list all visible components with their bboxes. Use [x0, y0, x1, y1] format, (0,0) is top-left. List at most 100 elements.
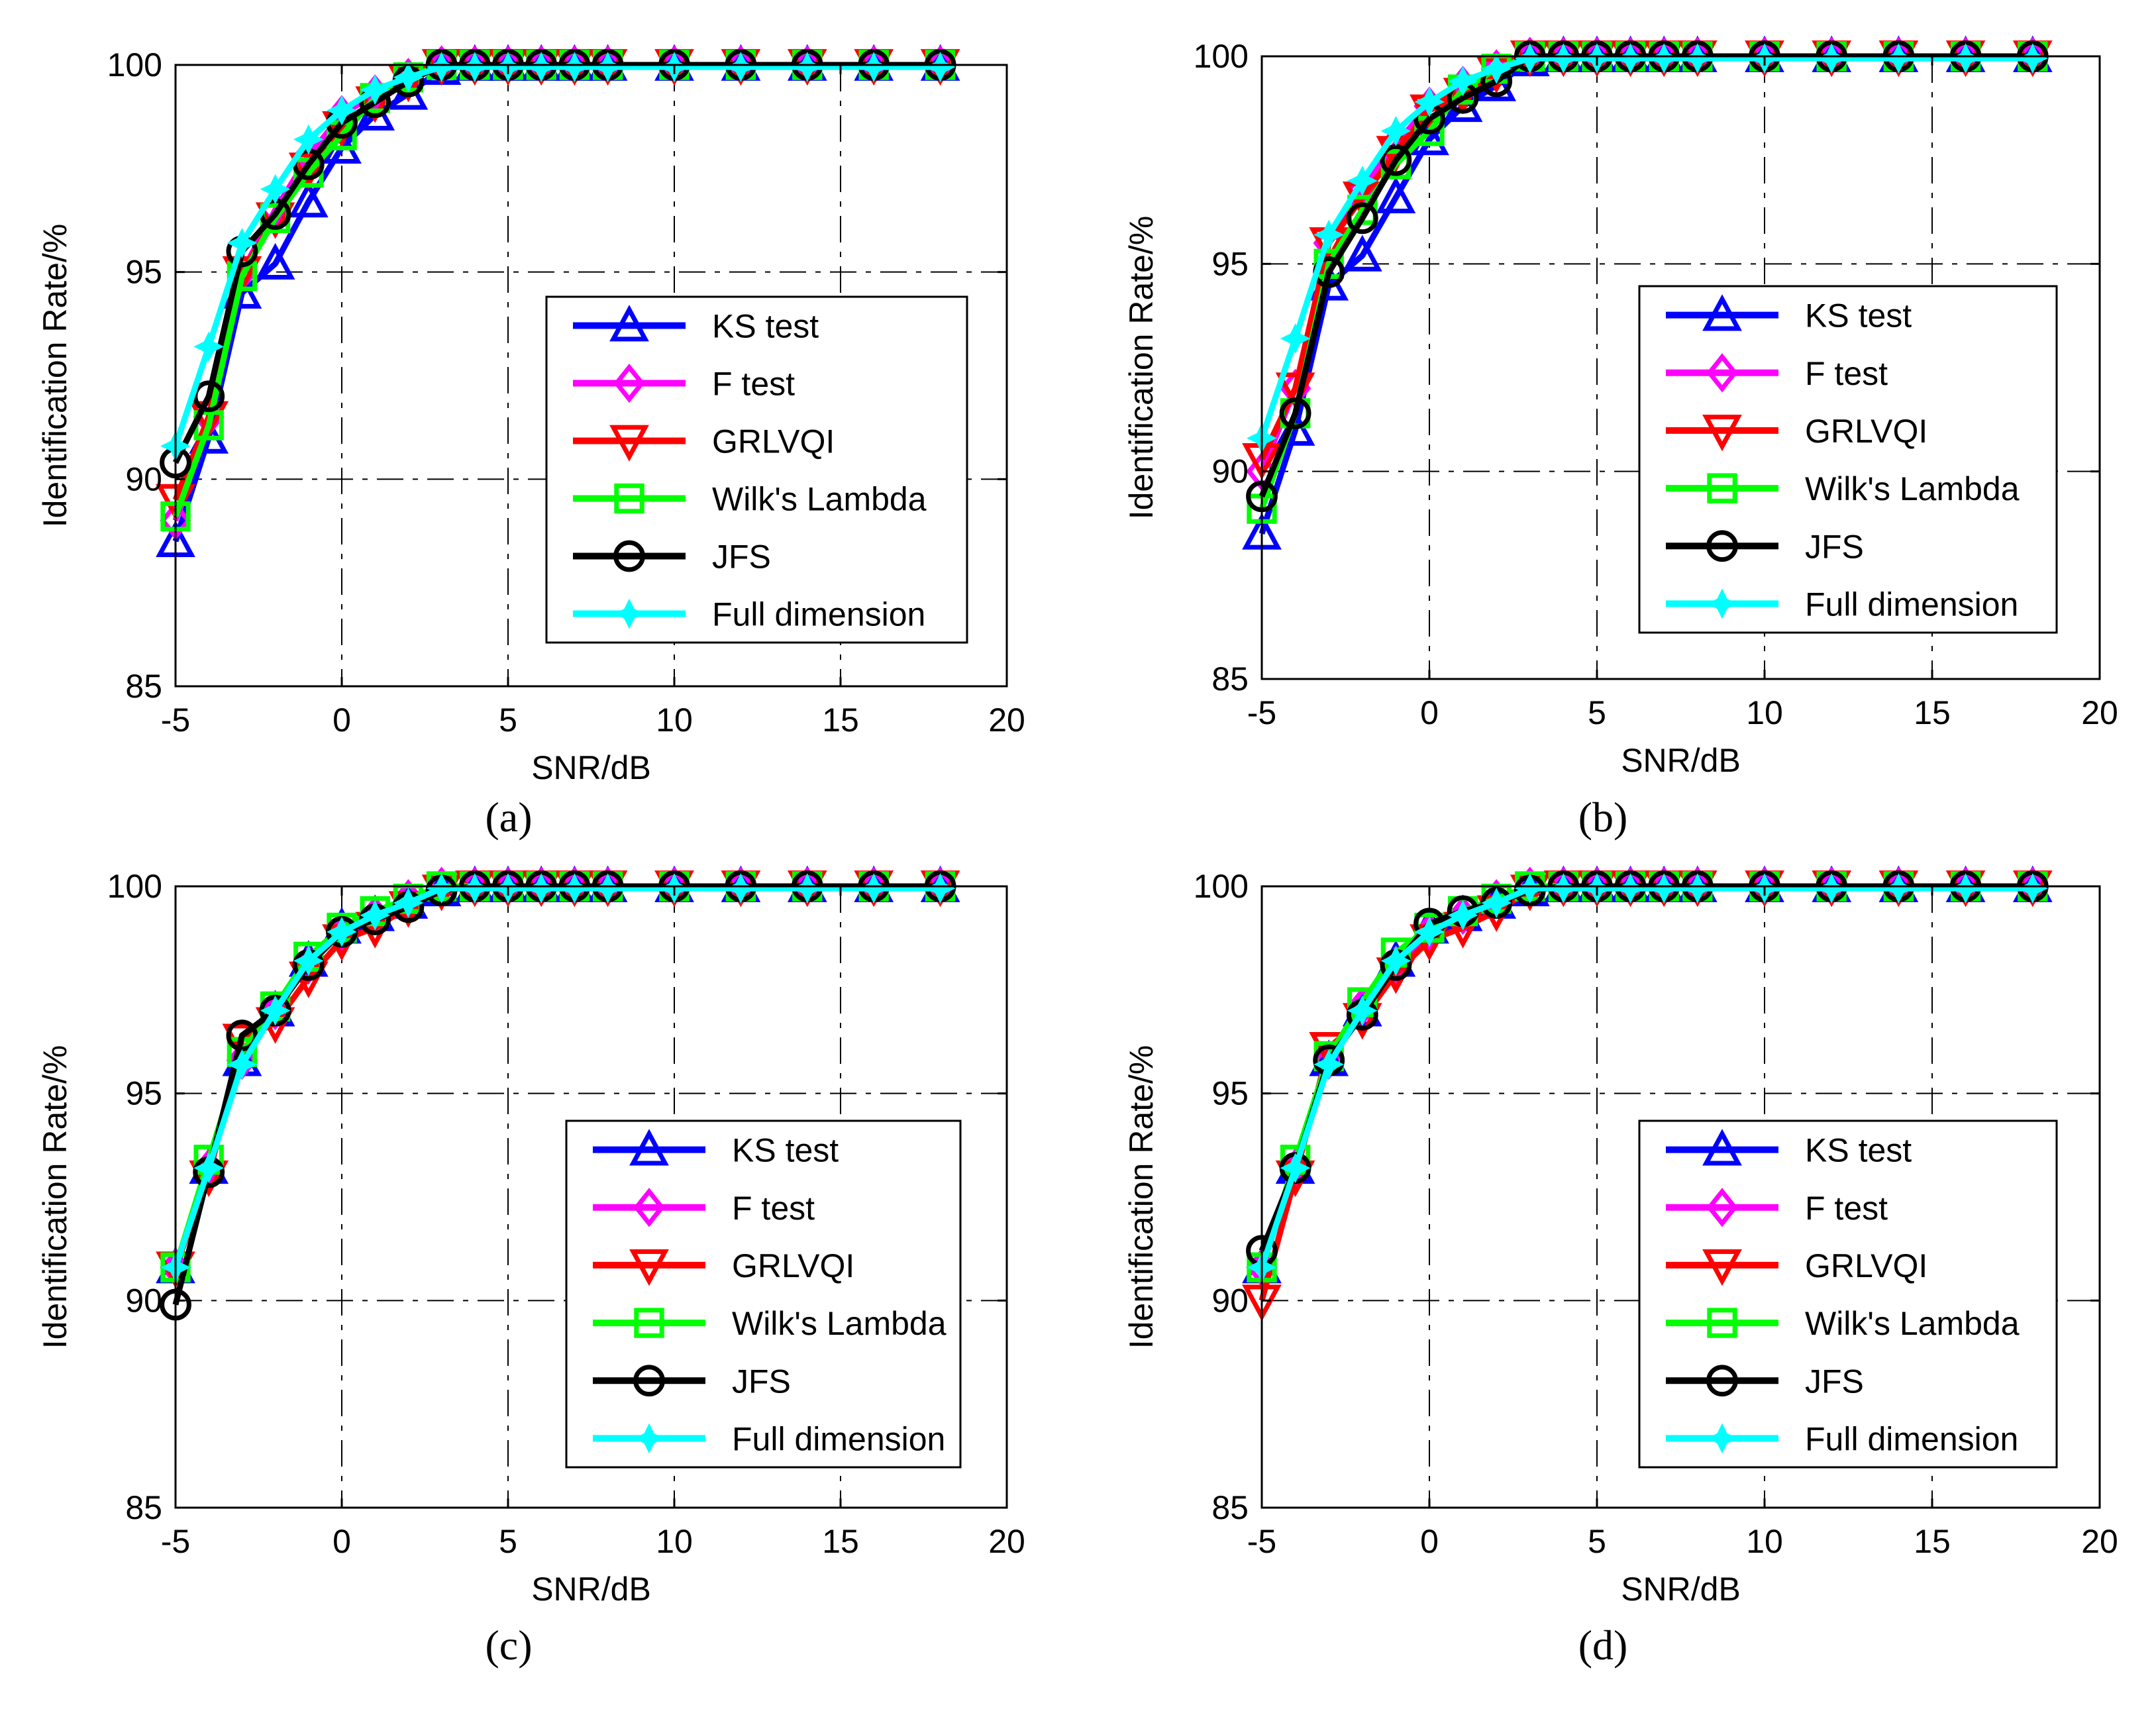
legend-marker — [614, 598, 644, 629]
y-tick-label: 100 — [107, 46, 162, 83]
data-point — [293, 124, 324, 155]
data-point — [193, 331, 225, 362]
y-axis-label: Identification Rate/% — [1123, 216, 1160, 520]
legend-label: Wilk's Lambda — [712, 481, 927, 518]
legend-item: KS test — [1666, 1129, 1912, 1169]
data-point — [1346, 202, 1378, 234]
data-point — [1447, 900, 1478, 931]
data-point — [1380, 115, 1412, 146]
legend-marker — [634, 1423, 664, 1454]
legend-item: Wilk's Lambda — [593, 1305, 947, 1342]
legend-label: KS test — [732, 1132, 839, 1169]
data-point — [360, 74, 391, 105]
legend-label: JFS — [1805, 528, 1864, 565]
legend-marker — [1707, 588, 1737, 619]
y-tick-label: 90 — [125, 1282, 162, 1319]
legend-label: F test — [732, 1190, 815, 1227]
data-point — [255, 242, 295, 280]
legend-label: GRLVQI — [732, 1247, 854, 1284]
legend-label: Wilk's Lambda — [1805, 1305, 2020, 1342]
y-tick-label: 85 — [125, 1489, 162, 1526]
legend-marker — [1707, 473, 1737, 503]
legend-item: GRLVQI — [593, 1247, 854, 1286]
data-point — [227, 1049, 258, 1080]
legend: KS test F test GRLVQI Wilk's Lambda JFS Full … — [545, 295, 968, 644]
x-tick-label: 20 — [2081, 694, 2118, 731]
x-tick-label: 0 — [333, 1523, 351, 1560]
legend-marker — [613, 540, 645, 572]
legend-marker — [629, 1129, 669, 1166]
axes-box — [174, 885, 1008, 1509]
legend-label: GRLVQI — [1805, 1247, 1927, 1284]
legend-box — [1638, 285, 2058, 634]
y-axis-label: Identification Rate/% — [36, 224, 74, 528]
legend-label: Full dimension — [732, 1420, 945, 1457]
y-tick-label: 90 — [1211, 453, 1249, 490]
legend-label: GRLVQI — [1805, 413, 1927, 450]
legend-item: F test — [573, 363, 795, 403]
y-tick-label: 85 — [125, 668, 162, 705]
legend-marker — [633, 1365, 665, 1397]
legend-item: JFS — [1666, 528, 1864, 565]
chart-panel-c: -5 0 5 10 15 20 85 90 95 100 SNR/dB Identification … — [36, 865, 1025, 1608]
legend-marker — [1706, 1365, 1738, 1397]
legend-label: Wilk's Lambda — [1805, 470, 2020, 507]
y-tick-label: 95 — [125, 254, 162, 291]
data-point — [260, 174, 291, 205]
y-tick-label: 95 — [1211, 245, 1249, 282]
x-tick-label: 5 — [499, 702, 517, 739]
x-tick-label: 15 — [822, 1523, 859, 1560]
panel-label: (b) — [1578, 794, 1628, 841]
data-point — [288, 152, 329, 189]
data-point — [1347, 166, 1378, 196]
data-point — [1280, 1153, 1311, 1184]
data-point — [293, 945, 324, 976]
panel-label: (d) — [1578, 1622, 1628, 1669]
x-tick-label: -5 — [161, 1523, 190, 1560]
x-tick-label: -5 — [161, 702, 190, 739]
legend-label: F test — [1805, 1190, 1888, 1227]
y-tick-label: 100 — [1194, 38, 1249, 75]
legend-marker — [1702, 415, 1742, 452]
x-tick-label: -5 — [1247, 1523, 1276, 1560]
y-axis-label: Identification Rate/% — [1123, 1045, 1160, 1349]
legend: KS test F test GRLVQI Wilk's Lambda JFS Full … — [565, 1119, 962, 1469]
legend: KS test F test GRLVQI Wilk's Lambda JFS Full … — [1638, 285, 2058, 634]
data-point — [393, 888, 424, 918]
legend-item: Full dimension — [1666, 1420, 2018, 1457]
legend-marker — [1702, 1249, 1742, 1286]
x-tick-label: 0 — [1420, 694, 1439, 731]
chart-panel-b: -5 0 5 10 15 20 85 90 95 100 SNR/dB Identification … — [1123, 35, 2118, 779]
legend-label: KS test — [1805, 297, 1912, 335]
x-tick-label: 0 — [333, 702, 351, 739]
data-point — [1313, 1049, 1345, 1080]
legend-item: KS test — [573, 305, 819, 345]
axes-box — [1260, 885, 2101, 1509]
legend-marker — [1706, 353, 1738, 393]
data-point — [1481, 53, 1512, 84]
data-point — [1380, 144, 1412, 176]
legend-marker — [609, 305, 649, 342]
legend-label: JFS — [732, 1363, 791, 1400]
panel-label: (a) — [485, 794, 532, 841]
legend-item: Wilk's Lambda — [1666, 470, 2020, 507]
y-tick-label: 100 — [107, 868, 162, 905]
x-tick-label: -5 — [1247, 694, 1276, 731]
legend-marker — [1706, 1188, 1738, 1227]
data-point — [1414, 916, 1445, 947]
legend-marker — [634, 1308, 664, 1338]
x-tick-label: 10 — [1746, 694, 1783, 731]
legend-label: KS test — [1805, 1132, 1912, 1169]
x-tick-label: 0 — [1420, 1523, 1439, 1560]
legend-marker — [609, 425, 649, 462]
legend-item: Wilk's Lambda — [573, 481, 927, 518]
y-tick-label: 90 — [125, 460, 162, 497]
legend-item: GRLVQI — [1666, 1247, 1927, 1286]
x-axis-label: SNR/dB — [1621, 742, 1741, 779]
legend-item: JFS — [573, 539, 771, 576]
data-point — [1280, 323, 1311, 354]
data-point — [1380, 945, 1412, 976]
legend-item: Full dimension — [573, 596, 925, 633]
legend-marker — [1702, 1129, 1742, 1166]
